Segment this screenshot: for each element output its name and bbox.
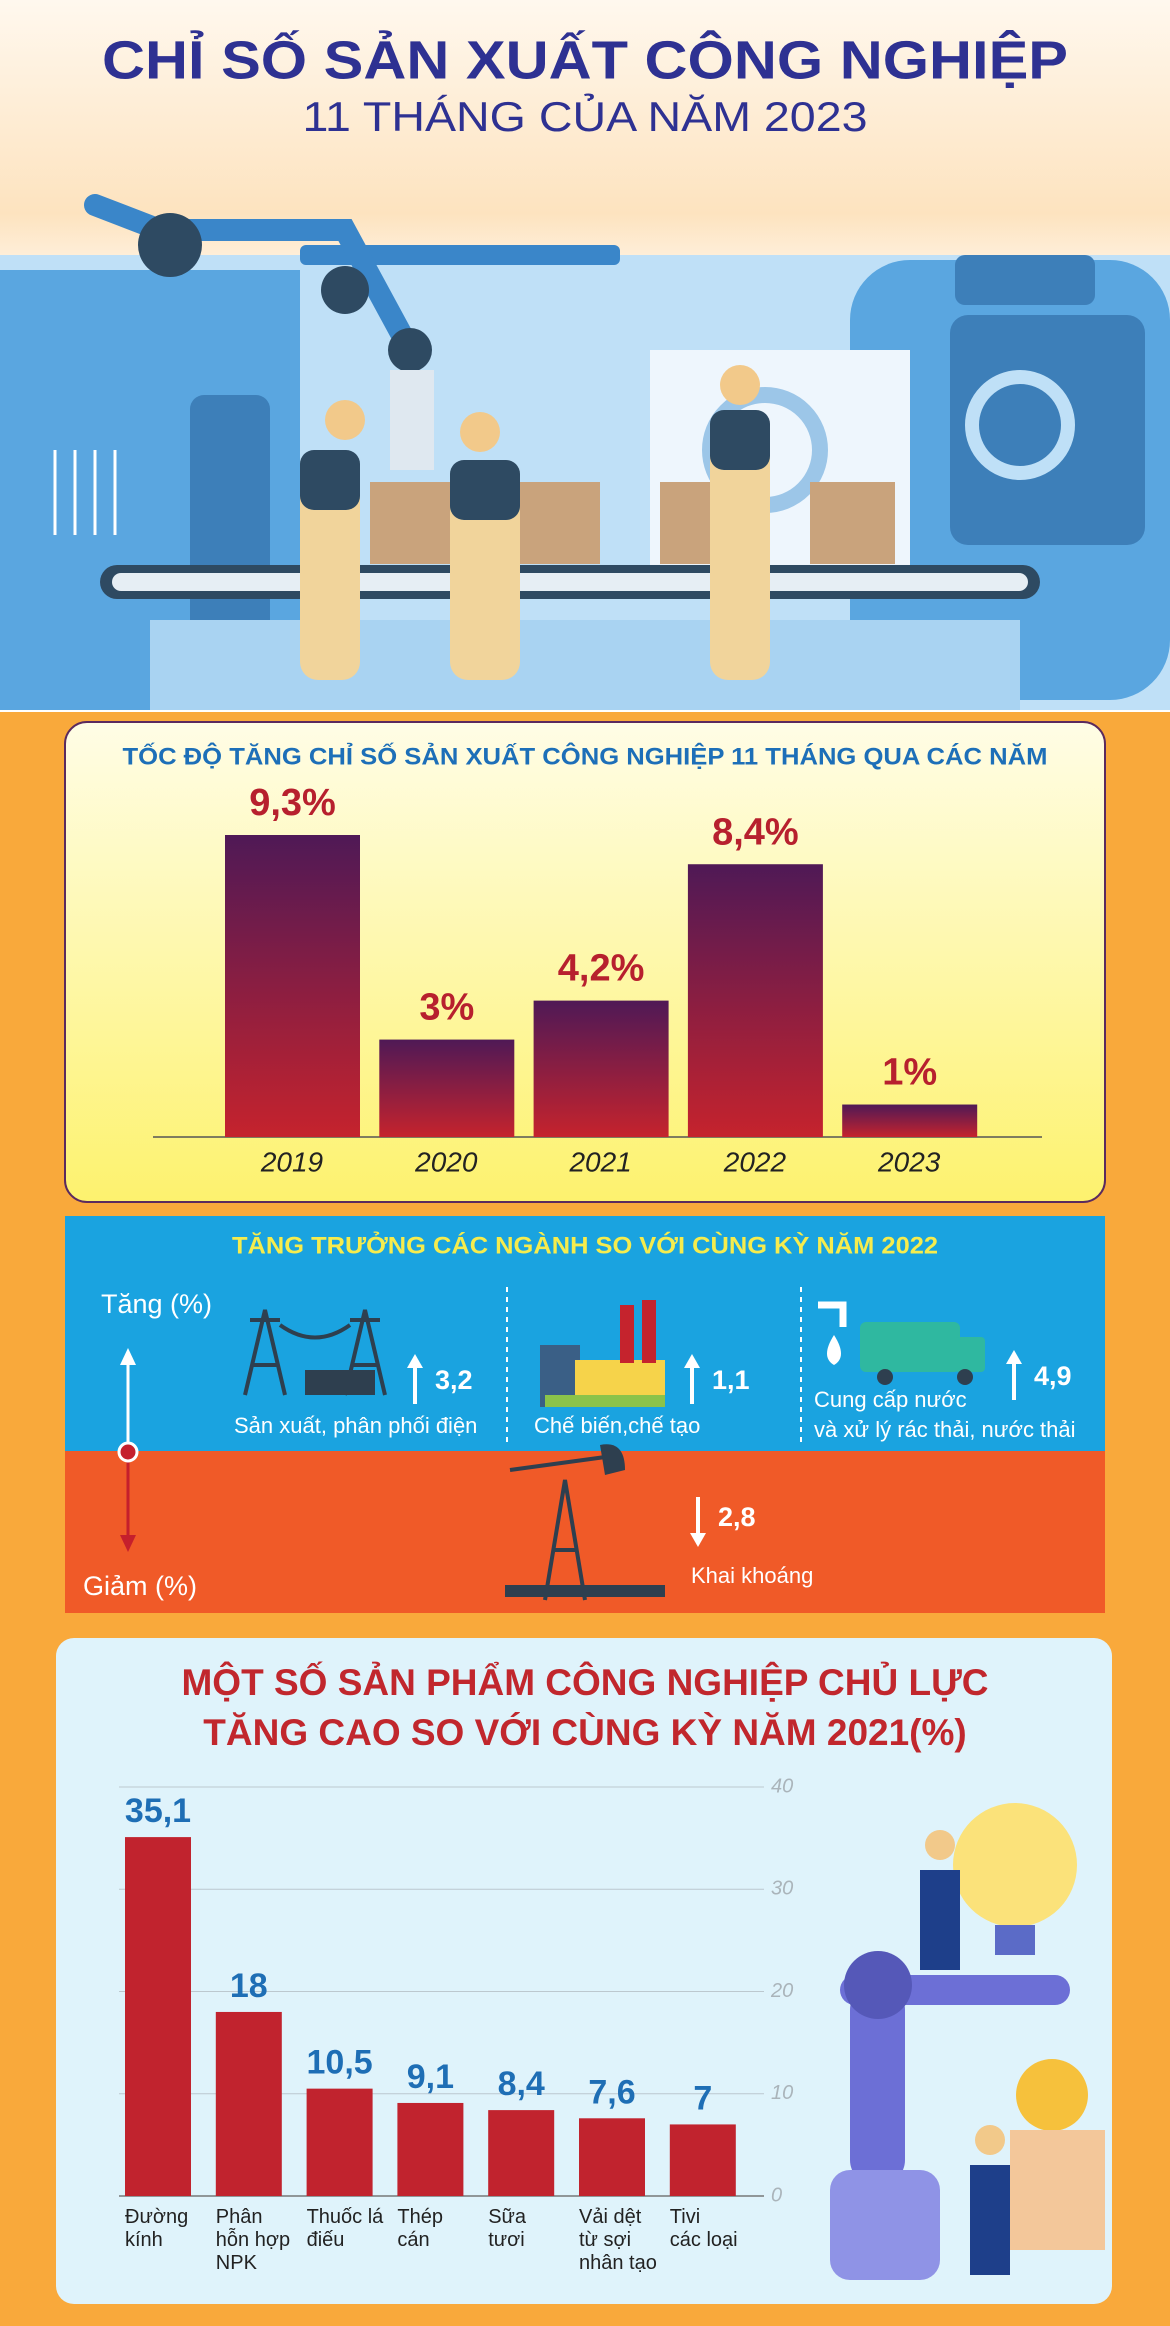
bar (488, 2110, 555, 2196)
sector-label: Khai khoáng (691, 1563, 813, 1588)
sector-value: 1,1 (712, 1365, 750, 1395)
x-tick-label: Vải dệt từ sợi nhân tạo (579, 2206, 657, 2274)
sector-label: Sản xuất, phân phối điện (234, 1413, 477, 1438)
y-tick-label: 30 (771, 1878, 793, 1900)
sector-value: 3,2 (435, 1365, 473, 1395)
bar (579, 2118, 645, 2196)
sector-label: Cung cấp nước và xử lý rác thải, nước th… (814, 1387, 1076, 1442)
sector-label: Chế biến,chế tạo (534, 1413, 700, 1438)
value-label: 10,5 (307, 2044, 373, 2082)
idea-illustration (830, 1803, 1105, 2280)
x-tick-label: Tivi các loại (669, 2206, 738, 2251)
bar (225, 835, 360, 1137)
sector-value: 2,8 (718, 1502, 756, 1532)
value-label: 4,2% (558, 948, 645, 990)
page-subtitle: 11 THÁNG CỦA NĂM 2023 (303, 92, 868, 140)
x-tick-label: Thuốc lá điếu (306, 2206, 384, 2251)
x-tick-label: Phân hỗn hợp NPK (215, 2206, 291, 2274)
x-tick-label: Sữa tươi (488, 2206, 527, 2251)
value-label: 9,1 (407, 2058, 454, 2096)
bar (397, 2102, 464, 2196)
value-label: 8,4% (712, 811, 799, 853)
chart1-title: TỐC ĐỘ TĂNG CHỈ SỐ SẢN XUẤT CÔNG NGHIỆP … (123, 741, 1048, 770)
page-title: CHỈ SỐ SẢN XUẤT CÔNG NGHIỆP (102, 29, 1068, 90)
value-label: 7 (693, 2079, 712, 2117)
decrease-label: Giảm (%) (83, 1571, 197, 1601)
y-tick-label: 10 (771, 2082, 793, 2104)
value-label: 7,6 (588, 2073, 635, 2111)
x-tick-label: 2019 (260, 1146, 323, 1177)
y-tick-label: 0 (771, 2184, 782, 2206)
x-tick-label: 2021 (568, 1146, 631, 1177)
sector-value: 4,9 (1034, 1361, 1072, 1391)
bar (842, 1104, 978, 1137)
sector-arrow-head (690, 1533, 706, 1547)
value-label: 3% (419, 987, 474, 1029)
divider (506, 1287, 802, 1445)
x-tick-label: 2022 (723, 1146, 787, 1177)
y-tick-label: 40 (771, 1775, 793, 1797)
axis-arrow (117, 1348, 139, 1552)
y-tick-label: 20 (770, 1980, 793, 2002)
x-tick-label: 2023 (877, 1146, 941, 1177)
value-label: 18 (230, 1967, 268, 2005)
bar (669, 2124, 736, 2196)
illustration (0, 194, 1170, 710)
sector-arrow-head (684, 1354, 700, 1368)
sector-icons (243, 1300, 985, 1601)
bar (215, 2011, 282, 2196)
value-label: 8,4 (498, 2065, 545, 2103)
bar (306, 2088, 373, 2196)
x-tick-label: 2020 (414, 1146, 478, 1177)
value-label: 1% (882, 1052, 937, 1094)
bar (125, 1837, 191, 2196)
bar (687, 864, 823, 1137)
x-tick-label: Đường kính (125, 2206, 189, 2251)
value-label: 9,3% (249, 782, 336, 824)
chart2-title: MỘT SỐ SẢN PHẨM CÔNG NGHIỆP CHỦ LỰC TĂNG… (181, 1662, 989, 1753)
value-label: 35,1 (125, 1792, 191, 1830)
sectors-title: TĂNG TRƯỞNG CÁC NGÀNH SO VỚI CÙNG KỲ NĂM… (232, 1230, 938, 1259)
sector-arrow-head (407, 1354, 423, 1368)
bar (379, 1039, 515, 1137)
increase-label: Tăng (%) (101, 1289, 212, 1319)
bar (533, 1000, 669, 1137)
x-tick-label: Thép cán (397, 2206, 443, 2251)
sector-arrow-head (1006, 1350, 1022, 1364)
